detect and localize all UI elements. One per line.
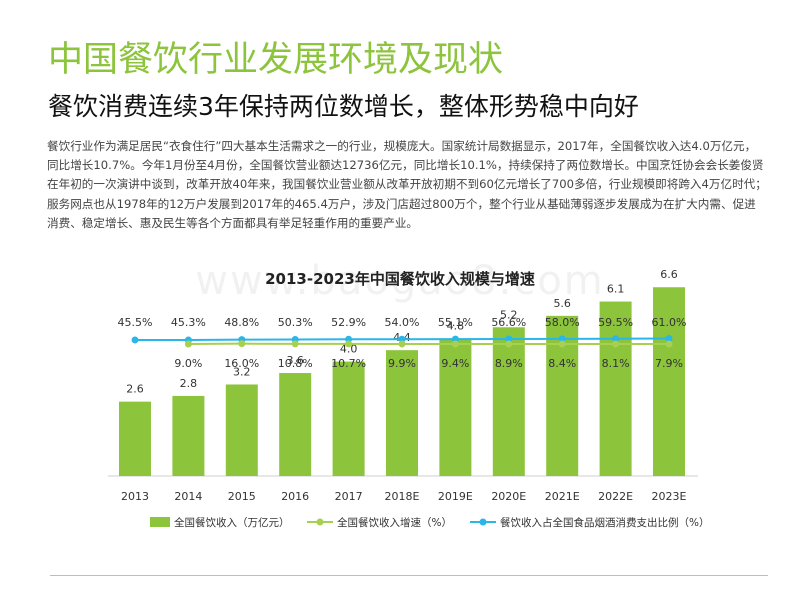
footer-divider bbox=[50, 575, 768, 576]
x-tick-label: 2023E bbox=[652, 490, 687, 503]
growth-value-label: 7.9% bbox=[655, 357, 683, 370]
growth-point-2023E bbox=[665, 340, 673, 348]
legend-share-marker bbox=[479, 518, 487, 526]
x-tick-label: 2019E bbox=[438, 490, 473, 503]
bar-2014 bbox=[172, 395, 205, 476]
x-tick-label: 2021E bbox=[545, 490, 580, 503]
bar-2020E bbox=[492, 327, 525, 476]
growth-point-2020E bbox=[505, 340, 513, 348]
growth-value-label: 8.4% bbox=[548, 357, 576, 370]
bar-2022E bbox=[599, 301, 632, 476]
share-point-2020E bbox=[505, 335, 513, 343]
growth-point-2016 bbox=[291, 340, 299, 348]
bar-value-label: 2.6 bbox=[126, 383, 144, 396]
bar-value-label: 5.2 bbox=[500, 308, 518, 321]
bar-value-label: 4.0 bbox=[340, 343, 358, 356]
x-tick-label: 2017 bbox=[335, 490, 363, 503]
growth-point-2014 bbox=[184, 340, 192, 348]
growth-point-2015 bbox=[238, 340, 246, 348]
share-point-2013 bbox=[131, 336, 139, 344]
share-value-label: 59.5% bbox=[598, 316, 633, 329]
share-value-label: 61.0% bbox=[652, 316, 687, 329]
share-value-label: 48.8% bbox=[224, 316, 259, 329]
growth-point-2022E bbox=[612, 340, 620, 348]
legend-growth-marker bbox=[316, 518, 324, 526]
share-value-label: 54.0% bbox=[385, 316, 420, 329]
watermark: www.baogao8.com bbox=[195, 258, 605, 304]
growth-value-label: 16.0% bbox=[224, 357, 259, 370]
bar-2018E bbox=[386, 350, 418, 476]
share-value-label: 45.5% bbox=[118, 316, 153, 329]
growth-value-label: 9.4% bbox=[441, 357, 469, 370]
growth-value-label: 10.8% bbox=[278, 357, 313, 370]
bar-value-label: 2.8 bbox=[180, 377, 198, 390]
share-value-label: 50.3% bbox=[278, 316, 313, 329]
share-point-2019E bbox=[451, 335, 459, 343]
share-point-2021E bbox=[558, 335, 566, 343]
growth-point-2017 bbox=[345, 340, 353, 348]
growth-value-label: 10.7% bbox=[331, 357, 366, 370]
x-tick-label: 2013 bbox=[121, 490, 149, 503]
share-value-label: 58.0% bbox=[545, 316, 580, 329]
legend-label: 全国餐饮收入（万亿元） bbox=[174, 516, 290, 529]
share-value-label: 52.9% bbox=[331, 316, 366, 329]
bar-value-label: 6.1 bbox=[607, 283, 625, 296]
bar-2017 bbox=[332, 361, 365, 476]
bar-value-label: 6.6 bbox=[660, 268, 678, 281]
bar-2013 bbox=[119, 401, 151, 476]
legend-label: 餐饮收入占全国食品烟酒消费支出比例（%） bbox=[500, 516, 709, 529]
x-tick-label: 2014 bbox=[174, 490, 202, 503]
bar-value-label: 5.6 bbox=[553, 297, 571, 310]
growth-point-2021E bbox=[558, 340, 566, 348]
x-tick-label: 2020E bbox=[491, 490, 526, 503]
page-title: 中国餐饮行业发展环境及现状 bbox=[48, 40, 504, 80]
share-value-label: 56.6% bbox=[491, 316, 526, 329]
bar-2016 bbox=[279, 373, 312, 476]
growth-value-label: 8.1% bbox=[602, 357, 630, 370]
x-tick-label: 2022E bbox=[598, 490, 633, 503]
bar-value-label: 3.6 bbox=[286, 354, 304, 367]
growth-value-label: 9.0% bbox=[174, 357, 202, 370]
body-paragraph: 餐饮行业作为满足居民“衣食住行”四大基本生活需求之一的行业，规模庞大。国家统计局… bbox=[47, 139, 767, 230]
bar-2019E bbox=[439, 338, 472, 476]
growth-value-label: 9.9% bbox=[388, 357, 416, 370]
page-subtitle: 餐饮消费连续3年保持两位数增长，整体形势稳中向好 bbox=[48, 92, 639, 121]
x-tick-label: 2018E bbox=[385, 490, 420, 503]
growth-point-2018E bbox=[398, 340, 406, 348]
chart-title: 2013-2023年中国餐饮收入规模与增速 bbox=[265, 270, 535, 288]
share-value-label: 45.3% bbox=[171, 316, 206, 329]
legend-label: 全国餐饮收入增速（%） bbox=[337, 516, 452, 529]
bar-value-label: 3.2 bbox=[233, 365, 251, 378]
x-tick-label: 2016 bbox=[281, 490, 309, 503]
share-value-label: 55.1% bbox=[438, 316, 473, 329]
bar-value-label: 4.8 bbox=[447, 320, 465, 333]
legend-bar-swatch bbox=[150, 517, 170, 527]
share-point-2022E bbox=[612, 335, 620, 343]
growth-value-label: 8.9% bbox=[495, 357, 523, 370]
growth-point-2019E bbox=[451, 340, 459, 348]
bar-2023E bbox=[653, 287, 685, 476]
x-tick-label: 2015 bbox=[228, 490, 256, 503]
bar-2015 bbox=[225, 384, 258, 476]
share-point-2023E bbox=[665, 335, 673, 343]
